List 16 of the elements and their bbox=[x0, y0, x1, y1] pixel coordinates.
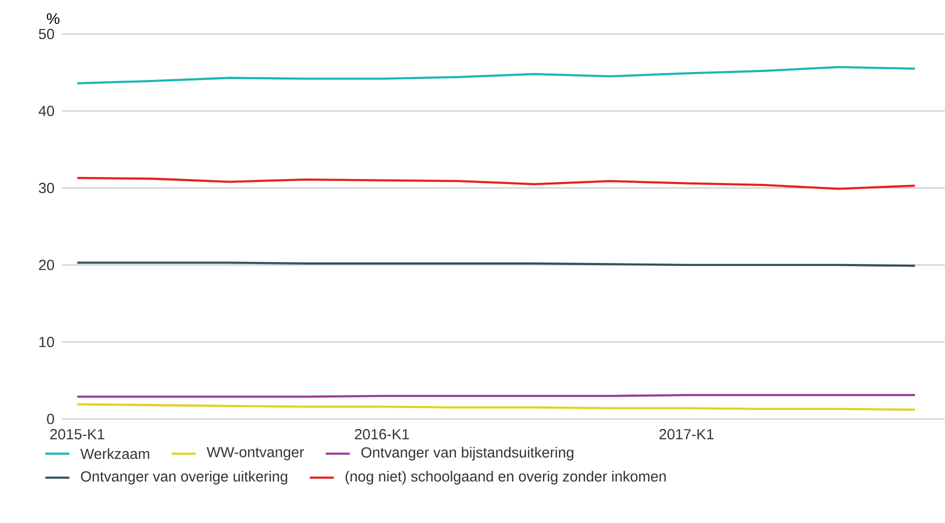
x-tick-label: 2016-K1 bbox=[354, 429, 409, 440]
legend-label: Ontvanger van overige uitkering bbox=[80, 470, 288, 484]
x-tick-label: 2015-K1 bbox=[50, 429, 104, 440]
legend-label: (nog niet) schoolgaand en overig zonder inkomen bbox=[346, 470, 666, 484]
y-tick-label: 10 bbox=[39, 336, 54, 348]
line-series bbox=[76, 66, 916, 84]
x-tick-label: 2017-K1 bbox=[660, 429, 714, 440]
y-tick-label: 50 bbox=[38, 28, 54, 40]
y-tick-label: 0 bbox=[47, 414, 54, 424]
y-tick-label: 40 bbox=[38, 106, 54, 116]
y-axis-title: % bbox=[46, 13, 60, 24]
y-tick-label: 30 bbox=[38, 182, 54, 194]
legend-label: Werkzaam bbox=[80, 448, 150, 460]
legend-label: Ontvanger van bijstandsuitkering bbox=[361, 446, 574, 460]
y-tick-label: 20 bbox=[39, 260, 54, 270]
legend-label: WW-ontvanger bbox=[206, 447, 304, 460]
